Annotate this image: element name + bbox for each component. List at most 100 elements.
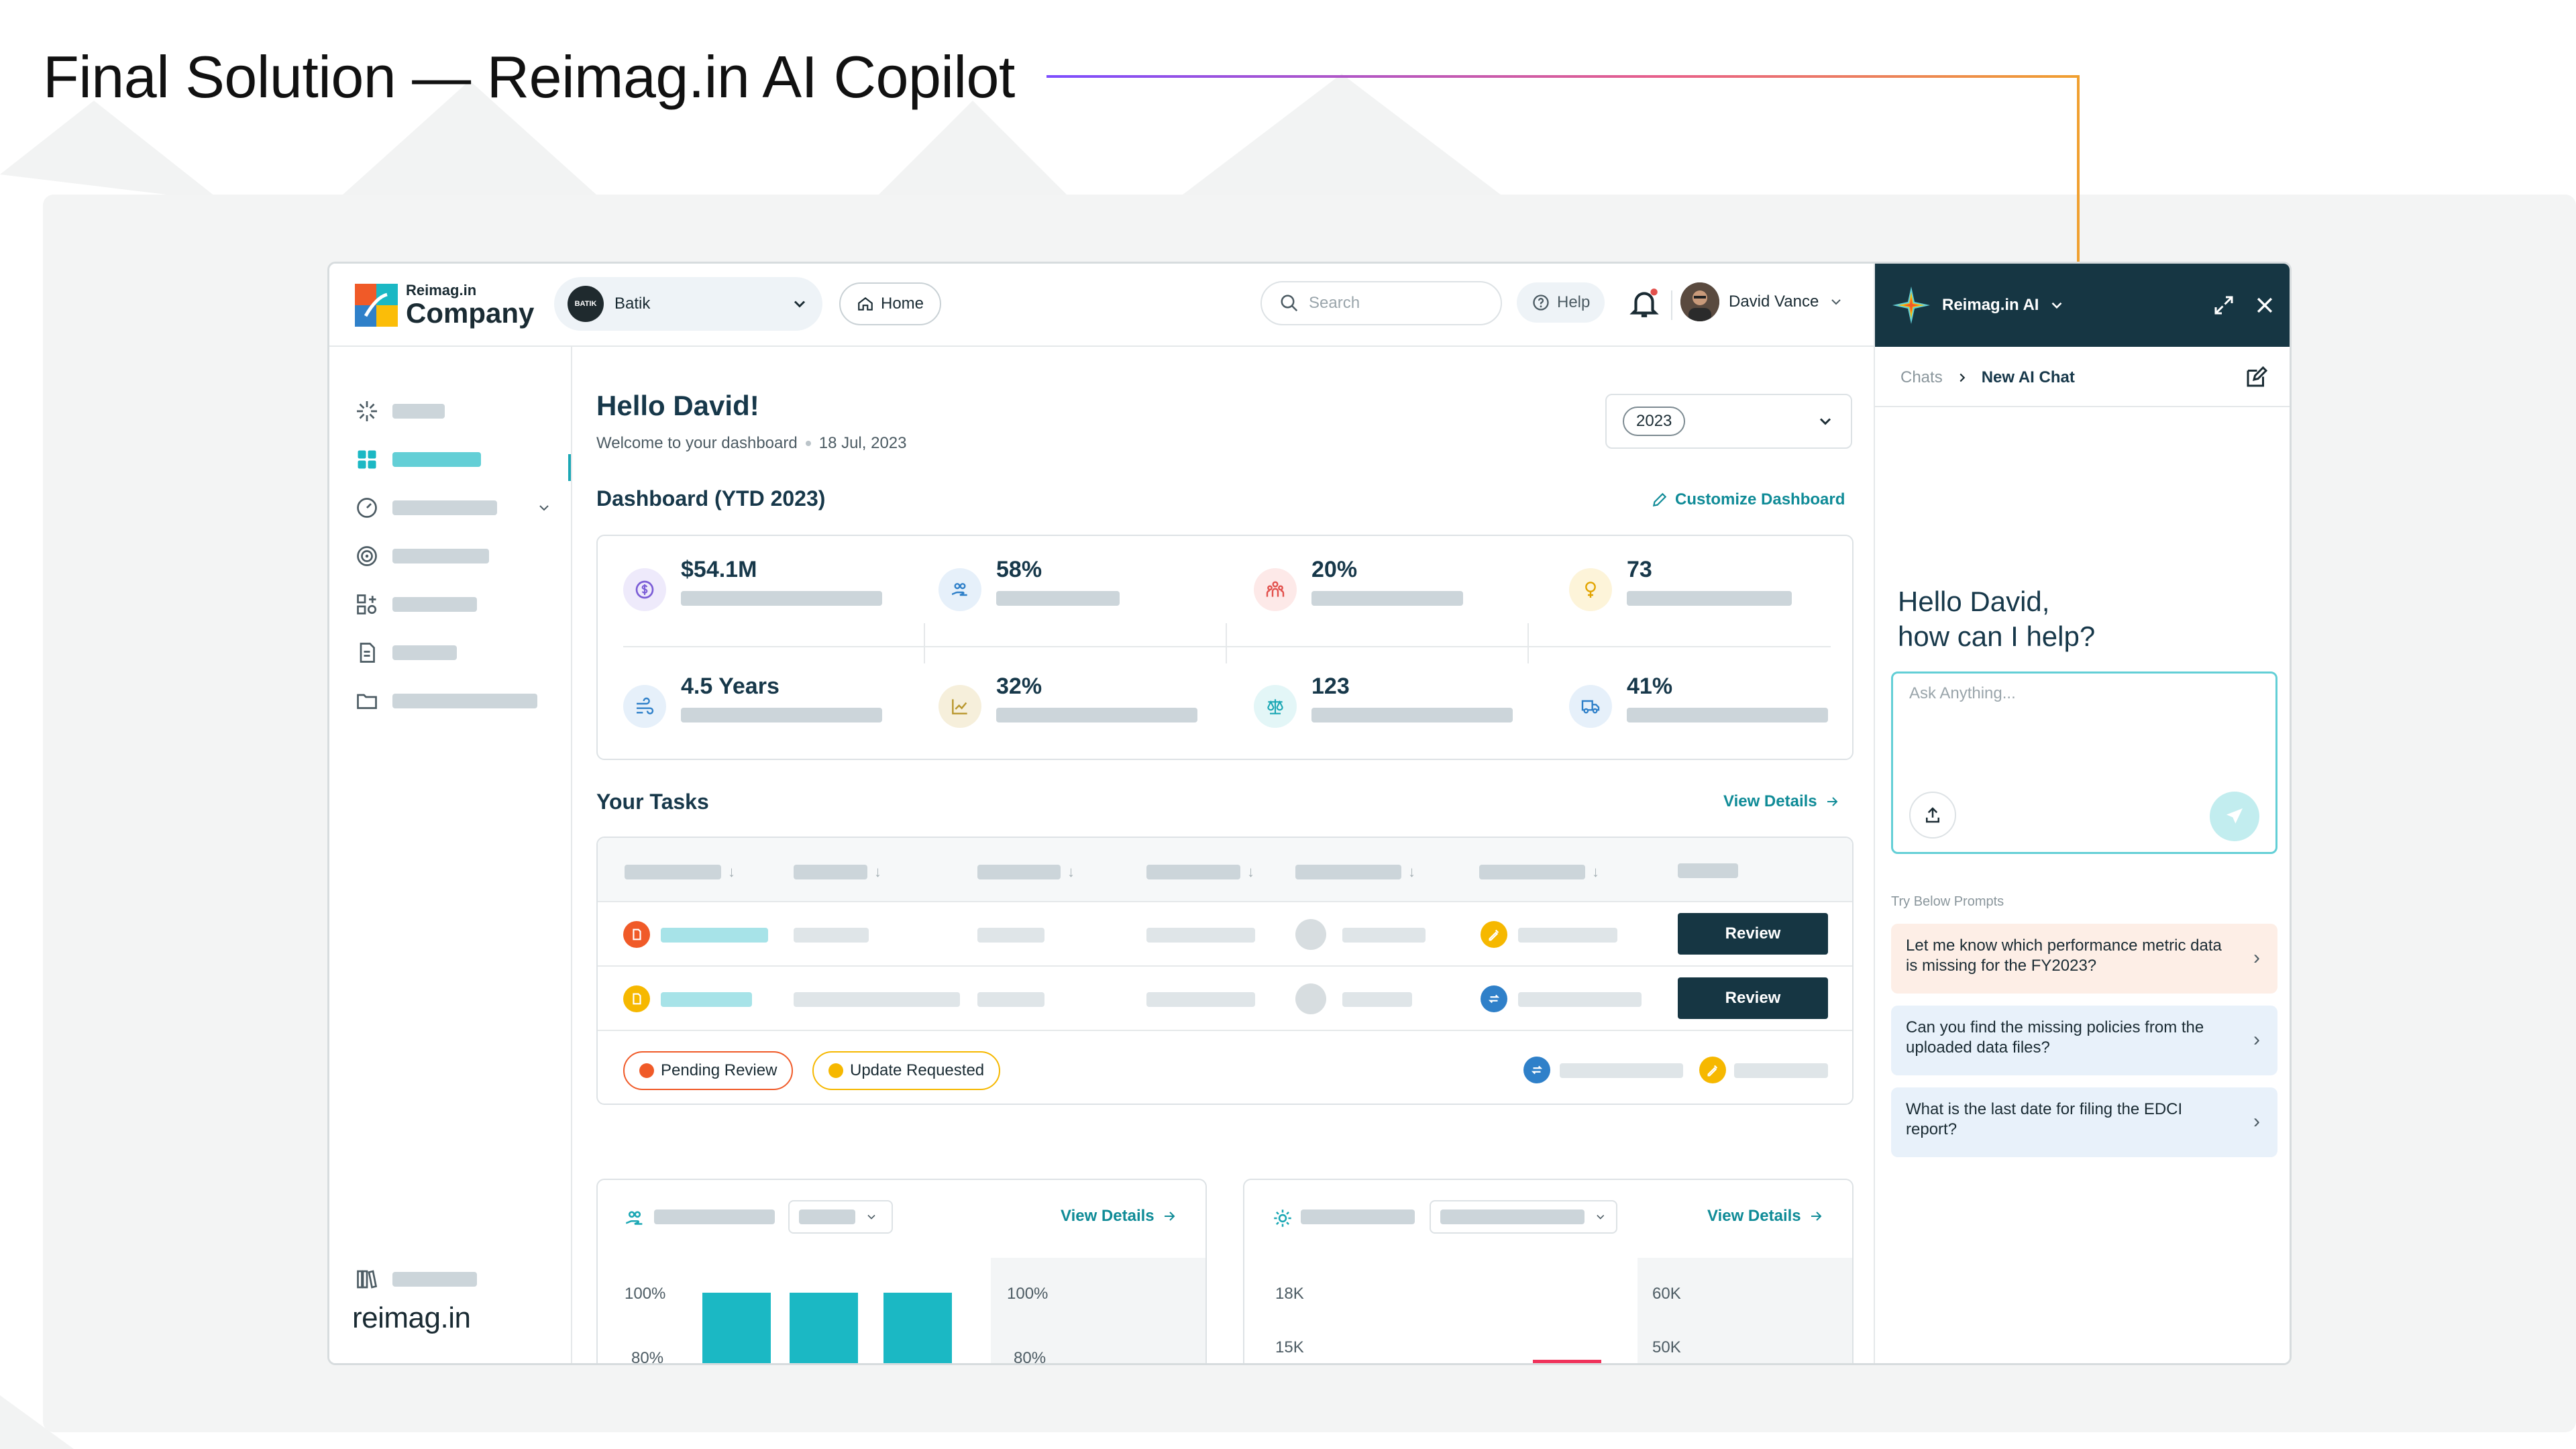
sidebar-item-dashboard[interactable] [354, 446, 481, 473]
table-row[interactable]: Review [598, 967, 1852, 1031]
gauge-icon [354, 494, 380, 521]
org-name: Batik [614, 294, 651, 313]
legend-pending-review[interactable]: Pending Review [623, 1051, 794, 1090]
year-pill: 2023 [1623, 407, 1686, 436]
close-icon[interactable] [2253, 294, 2276, 317]
prompt-text: What is the last date for filing the EDC… [1906, 1100, 2183, 1138]
column-header[interactable]: ↓ [794, 863, 881, 881]
kpi-item[interactable]: 123 [1254, 673, 1536, 747]
sidebar-item-library[interactable] [354, 1266, 477, 1293]
ai-title[interactable]: Reimag.in AI [1942, 296, 2039, 314]
chevron-right-icon [1960, 373, 1966, 382]
sidebar-label-placeholder [392, 597, 477, 612]
suggested-prompt[interactable]: What is the last date for filing the EDC… [1891, 1087, 2277, 1157]
people-hand-icon [938, 568, 981, 611]
books-icon [354, 1266, 380, 1293]
wind-icon [623, 685, 666, 728]
suggested-prompt[interactable]: Can you find the missing policies from t… [1891, 1006, 2277, 1075]
kpi-card: $54.1M 58% 20% 73 4.5 Years 32% [596, 535, 1854, 760]
sidebar-label-placeholder [392, 549, 489, 564]
kpi-item[interactable]: 58% [938, 556, 1220, 630]
search-icon [1281, 294, 1298, 312]
chevron-right-icon: › [2253, 947, 2260, 969]
chart-filter-select[interactable] [1430, 1200, 1617, 1234]
kpi-item[interactable]: $54.1M [623, 556, 905, 630]
column-header[interactable]: ↓ [1295, 863, 1415, 881]
sidebar-item-folders[interactable] [354, 688, 537, 714]
search-input[interactable]: Search [1260, 281, 1502, 325]
bar [883, 1293, 952, 1363]
home-button[interactable]: Home [839, 282, 942, 325]
kpi-item[interactable]: 41% [1569, 673, 1851, 747]
kpi-label-placeholder [996, 708, 1197, 722]
suggested-prompt[interactable]: Let me know which performance metric dat… [1891, 924, 2277, 994]
kpi-item[interactable]: 4.5 Years [623, 673, 905, 747]
sidebar-item-documents[interactable] [354, 639, 457, 666]
y-tick-label: 60K [1652, 1285, 1681, 1303]
legend-pending-label: Pending Review [661, 1061, 777, 1079]
chevron-down-icon [1831, 299, 1841, 305]
ai-greeting-line: Hello David, [1898, 586, 2050, 617]
customize-dashboard-link[interactable]: Customize Dashboard [1651, 490, 1845, 509]
sort-arrow-icon: ↓ [874, 863, 881, 880]
logo-text-top: Reimag.in [406, 282, 477, 299]
legend-update-label: Update Requested [850, 1061, 985, 1079]
kpi-item[interactable]: 73 [1569, 556, 1851, 630]
org-badge: BATIK [568, 286, 604, 322]
people-hand-icon [626, 1211, 643, 1225]
new-chat-icon[interactable] [2244, 366, 2268, 390]
notification-bell-icon[interactable] [1627, 286, 1661, 320]
year-select[interactable]: 2023 [1605, 394, 1852, 449]
kpi-value: 4.5 Years [681, 674, 780, 699]
sidebar: reimag.in [329, 347, 572, 1363]
user-name: David Vance [1729, 292, 1819, 311]
chart-view-details-link[interactable]: View Details [1061, 1207, 1177, 1226]
legend-update-requested[interactable]: Update Requested [812, 1051, 1001, 1090]
tasks-view-details-link[interactable]: View Details [1723, 792, 1840, 811]
kpi-value: 41% [1627, 674, 1673, 699]
column-header[interactable]: ↓ [1479, 863, 1599, 881]
chart-view-details-link[interactable]: View Details [1707, 1207, 1824, 1226]
kpi-item[interactable]: 20% [1254, 556, 1536, 630]
company-logo[interactable]: Reimag.in Company [355, 282, 534, 328]
home-label: Home [881, 294, 924, 313]
breadcrumb-root[interactable]: Chats [1900, 368, 1943, 386]
help-button[interactable]: Help [1517, 282, 1605, 323]
chevron-down-icon [794, 301, 806, 308]
sidebar-item-targets[interactable] [354, 543, 489, 570]
column-header[interactable]: ↓ [977, 863, 1075, 881]
column-header[interactable]: ↓ [625, 863, 735, 881]
review-button[interactable]: Review [1678, 913, 1828, 955]
kpi-divider [1527, 623, 1529, 663]
sidebar-label-placeholder [392, 645, 457, 660]
sparkle-icon [354, 398, 380, 425]
review-button[interactable]: Review [1678, 977, 1828, 1019]
user-menu[interactable]: David Vance [1680, 282, 1844, 321]
logo-text-main: Company [406, 297, 535, 329]
customize-label: Customize Dashboard [1675, 490, 1845, 508]
sidebar-item-spark[interactable] [354, 398, 445, 425]
upload-icon [1926, 807, 1939, 823]
kpi-item[interactable]: 32% [938, 673, 1220, 747]
ai-sparkle-logo-icon [1892, 286, 1930, 324]
chart-side-panel [1638, 1258, 1852, 1363]
table-row[interactable]: Review [598, 902, 1852, 967]
column-header[interactable]: ↓ [1146, 863, 1254, 881]
kpi-label-placeholder [996, 591, 1120, 606]
sidebar-item-performance[interactable] [354, 494, 552, 521]
chart-filter-select[interactable] [788, 1200, 893, 1234]
sort-arrow-icon: ↓ [1592, 863, 1599, 880]
sidebar-item-shapes[interactable] [354, 591, 477, 618]
ai-copilot-panel: Reimag.in AI Chats New AI Chat Hello Dav… [1874, 264, 2290, 1363]
ai-greeting: Hello David, how can I help? [1898, 584, 2095, 654]
ask-anything-input[interactable] [1909, 684, 2258, 778]
chevron-down-icon[interactable] [2048, 297, 2065, 314]
sort-arrow-icon: ↓ [1067, 863, 1075, 880]
pending-dot [639, 1063, 654, 1078]
upload-button[interactable] [1909, 792, 1956, 839]
update-status-icon [1481, 921, 1507, 948]
organization-select[interactable]: BATIK Batik [554, 277, 822, 331]
pencil-icon [1652, 492, 1667, 507]
expand-icon[interactable] [2212, 293, 2236, 317]
send-button[interactable] [2210, 792, 2259, 841]
